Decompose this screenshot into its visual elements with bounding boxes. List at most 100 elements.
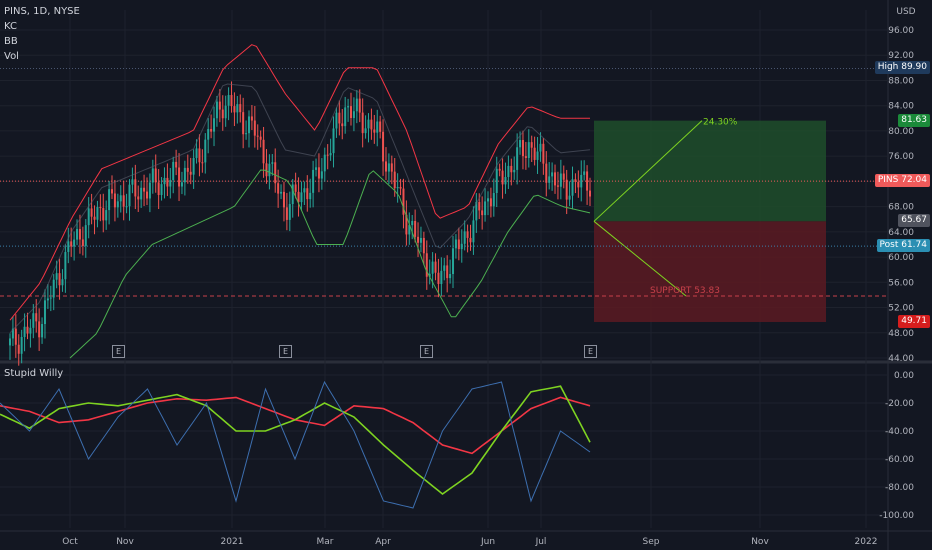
candle-body (105, 210, 108, 221)
indicator-lines (0, 380, 591, 509)
candle-body (61, 279, 64, 286)
middle-band-line (9, 83, 591, 334)
kc-upper-line (9, 44, 590, 321)
earnings-marker-icon[interactable]: E (112, 345, 125, 358)
up-target-label: 24.30% (703, 118, 738, 128)
candle-body (213, 118, 216, 132)
candle-body (198, 148, 201, 163)
candle-body (186, 167, 189, 172)
candle-body (73, 239, 76, 247)
candle-body (361, 112, 364, 134)
candle-body (312, 169, 315, 193)
candle-body (350, 106, 353, 118)
indicator-tick-label: -80.00 (885, 483, 914, 493)
support-label: SUPPORT 53.83 (650, 286, 720, 296)
candle-body (242, 112, 245, 135)
candle-body (513, 169, 516, 173)
indicator-green-line (0, 385, 591, 496)
candle-body (326, 154, 329, 156)
indicator-tick-label: -60.00 (885, 455, 914, 465)
overlay-kc[interactable]: KC (4, 21, 17, 32)
candle-body (583, 171, 586, 175)
candle-body (84, 225, 87, 246)
candle-body (323, 154, 326, 172)
projection-up-line (593, 120, 703, 222)
candle-body (443, 265, 446, 271)
candle-body (393, 171, 396, 189)
candle-body (143, 187, 146, 192)
symbol-title[interactable]: PINS, 1D, NYSE (4, 6, 80, 17)
candle-body (580, 174, 583, 188)
candlestick-series (9, 81, 591, 366)
candle-body (306, 188, 309, 200)
candle-body (52, 279, 55, 298)
overlay-vol[interactable]: Vol (4, 51, 19, 62)
candle-body (247, 116, 250, 134)
candle-body (166, 177, 169, 187)
candle-body (417, 236, 420, 243)
candle-body (277, 183, 280, 194)
candle-body (204, 139, 207, 163)
candle-body (221, 109, 224, 119)
candle-body (396, 186, 399, 189)
candle-body (414, 220, 417, 237)
earnings-marker-icon[interactable]: E (420, 345, 433, 358)
price-tick-label: 44.00 (888, 354, 914, 364)
time-tick-label: Oct (62, 537, 78, 547)
candle-body (419, 237, 422, 243)
earnings-marker-icon[interactable]: E (584, 345, 597, 358)
candle-body (466, 231, 469, 238)
candle-body (183, 167, 186, 183)
candle-body (405, 214, 408, 235)
candle-body (554, 172, 557, 186)
price-badge: PINS 72.04 (874, 174, 930, 188)
candle-body (533, 147, 536, 160)
candle-body (253, 120, 256, 136)
candle-body (35, 313, 38, 322)
candle-body (265, 163, 268, 177)
projection-down-line (593, 220, 687, 297)
candle-body (90, 208, 93, 217)
candle-body (489, 198, 492, 207)
candle-body (449, 274, 452, 279)
indicator-tick-label: -20.00 (885, 399, 914, 409)
axes: 96.0092.0088.0084.0080.0076.0072.0068.00… (62, 7, 915, 547)
candle-body (145, 191, 148, 199)
candle-body (460, 243, 463, 250)
candle-body (224, 105, 227, 119)
time-tick-label: Nov (116, 537, 134, 547)
candle-body (504, 177, 507, 185)
indicator-title[interactable]: Stupid Willy (4, 368, 64, 379)
candle-body (320, 171, 323, 179)
candle-body (20, 336, 23, 354)
candle-body (446, 265, 449, 279)
candle-body (309, 192, 312, 200)
candle-body (571, 179, 574, 196)
candle-body (297, 191, 300, 203)
candle-body (329, 153, 332, 156)
candle-body (530, 142, 533, 148)
candle-body (131, 179, 134, 185)
candle-body (64, 251, 67, 280)
overlay-bb[interactable]: BB (4, 36, 18, 47)
candle-body (516, 147, 519, 170)
price-tick-label: 56.00 (888, 278, 914, 288)
candle-body (521, 140, 524, 157)
candle-body (274, 162, 277, 184)
candle-body (367, 119, 370, 129)
candle-body (78, 229, 81, 240)
candle-body (498, 168, 501, 171)
candle-body (23, 326, 26, 337)
candle-body (481, 210, 484, 216)
candle-body (175, 161, 178, 168)
band-lines (9, 44, 591, 359)
candle-body (411, 220, 414, 226)
candle-body (38, 321, 41, 338)
time-tick-label: Jul (535, 537, 547, 547)
candle-body (125, 206, 128, 208)
candle-body (568, 195, 571, 200)
earnings-marker-icon[interactable]: E (279, 345, 292, 358)
candle-body (285, 207, 288, 220)
candle-body (192, 158, 195, 175)
